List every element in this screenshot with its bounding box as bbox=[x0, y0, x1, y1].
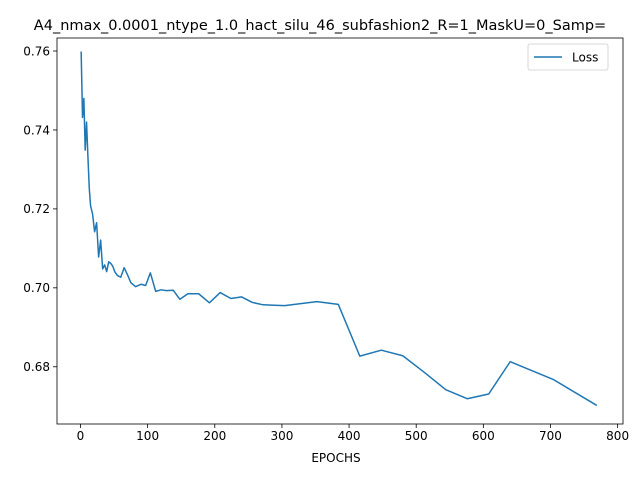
chart-title: A4_nmax_0.0001_ntype_1.0_hact_silu_46_su… bbox=[34, 18, 606, 34]
x-tick-label: 600 bbox=[472, 429, 495, 443]
y-tick-label: 0.68 bbox=[23, 360, 50, 374]
x-tick-label: 300 bbox=[270, 429, 293, 443]
y-tick-label: 0.74 bbox=[23, 123, 50, 137]
x-tick-label: 0 bbox=[77, 429, 85, 443]
x-tick-label: 800 bbox=[606, 429, 629, 443]
y-axis: 0.68 0.70 0.72 0.74 0.76 bbox=[23, 44, 57, 374]
x-tick-label: 200 bbox=[203, 429, 226, 443]
plot-area bbox=[56, 37, 624, 425]
x-tick-label: 500 bbox=[405, 429, 428, 443]
legend-box bbox=[527, 43, 609, 71]
x-axis: 0 100 200 300 400 500 600 700 800 bbox=[77, 424, 629, 443]
series-line-loss bbox=[80, 51, 598, 407]
legend: Loss bbox=[527, 43, 609, 71]
x-tick-label: 700 bbox=[539, 429, 562, 443]
y-tick-label: 0.70 bbox=[23, 281, 50, 295]
y-tick-label: 0.76 bbox=[23, 44, 50, 58]
series-layer bbox=[80, 51, 598, 407]
y-tick-label: 0.72 bbox=[23, 202, 50, 216]
x-tick-label: 100 bbox=[136, 429, 159, 443]
legend-label-loss: Loss bbox=[572, 51, 598, 65]
x-tick-label: 400 bbox=[338, 429, 361, 443]
x-axis-label: EPOCHS bbox=[311, 451, 360, 465]
